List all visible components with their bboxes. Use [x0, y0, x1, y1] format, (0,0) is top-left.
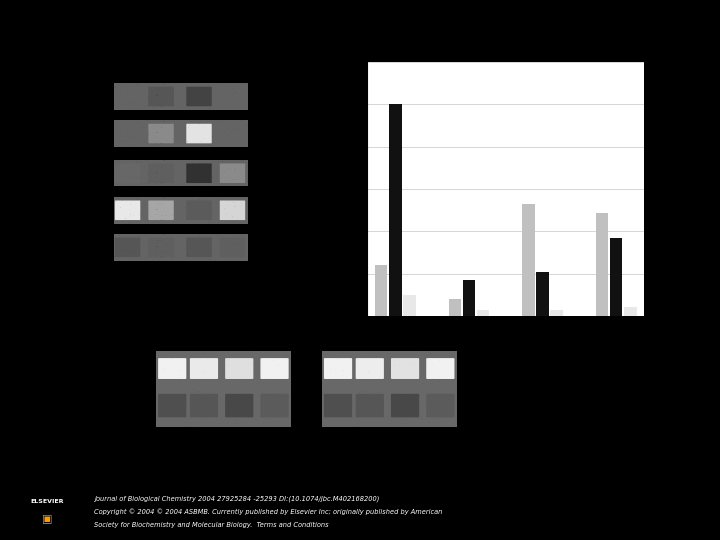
FancyBboxPatch shape [220, 164, 246, 183]
Bar [114, 120, 248, 147]
Text: T: T [202, 431, 207, 441]
FancyBboxPatch shape [158, 394, 186, 417]
Bar [114, 197, 248, 224]
FancyBboxPatch shape [356, 394, 384, 417]
FancyBboxPatch shape [426, 394, 454, 417]
FancyBboxPatch shape [261, 394, 289, 417]
Text: T: T [379, 321, 384, 330]
FancyBboxPatch shape [261, 358, 289, 379]
FancyBboxPatch shape [115, 200, 140, 220]
Text: -CHX: -CHX [208, 451, 239, 461]
Text: C.: C. [116, 314, 131, 328]
Text: Journal of Biological Chemistry 2004 27925284 -25293 DI:(10.1074/jbc.M402168200): Journal of Biological Chemistry 2004 279… [94, 496, 379, 502]
Text: R: R [627, 321, 634, 330]
Text: Society for Biochemistry and Molecular Biology.  Terms and Conditions: Society for Biochemistry and Molecular B… [94, 522, 328, 528]
Text: A.: A. [90, 43, 106, 57]
FancyBboxPatch shape [148, 238, 174, 257]
Text: C: C [169, 431, 176, 441]
Text: ELSEVIER: ELSEVIER [30, 499, 64, 504]
Text: +CHX: +CHX [372, 451, 407, 461]
Text: C: C [335, 431, 341, 441]
FancyBboxPatch shape [190, 358, 218, 379]
FancyBboxPatch shape [426, 358, 454, 379]
FancyBboxPatch shape [186, 238, 212, 257]
Text: TR: TR [537, 321, 548, 330]
FancyBboxPatch shape [356, 358, 384, 379]
Bar [536, 272, 549, 316]
Bar [477, 310, 490, 316]
Bar [156, 350, 291, 428]
Text: R: R [554, 321, 559, 330]
Text: PAI-2: PAI-2 [255, 168, 283, 178]
FancyBboxPatch shape [225, 358, 253, 379]
FancyBboxPatch shape [148, 124, 174, 143]
FancyBboxPatch shape [391, 358, 419, 379]
Text: TR: TR [611, 321, 621, 330]
FancyBboxPatch shape [186, 200, 212, 220]
Text: PAI-2: PAI-2 [454, 328, 484, 339]
Bar [375, 265, 387, 316]
FancyBboxPatch shape [186, 164, 212, 183]
Text: TR: TR [233, 431, 245, 441]
Bar [449, 299, 461, 316]
Bar [390, 104, 402, 316]
Bar [114, 160, 248, 186]
FancyBboxPatch shape [225, 394, 253, 417]
Text: MMP-1: MMP-1 [376, 328, 415, 339]
FancyBboxPatch shape [148, 87, 174, 106]
FancyBboxPatch shape [190, 394, 218, 417]
Text: GAPDH: GAPDH [255, 242, 294, 252]
FancyBboxPatch shape [115, 164, 140, 183]
Text: TR: TR [400, 431, 411, 441]
FancyBboxPatch shape [324, 358, 352, 379]
FancyBboxPatch shape [391, 394, 419, 417]
Text: GAPDH  (1.3 kB): GAPDH (1.3 kB) [469, 399, 564, 409]
FancyBboxPatch shape [324, 394, 352, 417]
Y-axis label: fold of control: fold of control [331, 153, 341, 225]
Bar [596, 213, 608, 316]
FancyBboxPatch shape [158, 358, 186, 379]
Text: R: R [271, 431, 278, 441]
Bar [551, 310, 563, 316]
Text: CYP1A1: CYP1A1 [255, 129, 297, 139]
Bar [403, 295, 415, 316]
Text: R: R [407, 321, 413, 330]
Text: B.: B. [334, 38, 350, 52]
Text: CYP1A1: CYP1A1 [520, 328, 565, 339]
Bar [610, 238, 622, 316]
Text: R: R [229, 279, 236, 289]
Bar [522, 204, 535, 316]
Text: CYP1B1: CYP1B1 [255, 91, 297, 102]
FancyBboxPatch shape [220, 200, 246, 220]
Text: TR: TR [464, 321, 474, 330]
Text: Fig. 1: Fig. 1 [341, 19, 379, 33]
Text: TR: TR [193, 279, 205, 289]
Bar [114, 83, 248, 110]
Bar [624, 307, 636, 316]
Text: T: T [452, 321, 457, 330]
Text: MMP-1: MMP-1 [255, 205, 292, 215]
Text: Copyright © 2004 © 2004 ASBMB. Currently published by Elsevier Inc; originally p: Copyright © 2004 © 2004 ASBMB. Currently… [94, 509, 442, 515]
Text: T: T [600, 321, 605, 330]
Text: CYP1B1: CYP1B1 [594, 328, 639, 339]
Text: C: C [125, 279, 131, 289]
FancyBboxPatch shape [148, 200, 174, 220]
Text: MMP-1 (1.7 kB): MMP-1 (1.7 kB) [469, 359, 559, 369]
Text: T: T [526, 321, 531, 330]
FancyBboxPatch shape [186, 87, 212, 106]
Text: R: R [480, 321, 486, 330]
Bar [114, 234, 248, 261]
Text: R: R [437, 431, 444, 441]
FancyBboxPatch shape [148, 164, 174, 183]
Text: ▣: ▣ [42, 514, 53, 524]
Bar [463, 280, 475, 316]
FancyBboxPatch shape [186, 124, 212, 143]
FancyBboxPatch shape [220, 238, 246, 257]
Bar [322, 350, 456, 428]
FancyBboxPatch shape [115, 238, 140, 257]
Text: T: T [158, 279, 164, 289]
Text: T: T [367, 431, 372, 441]
Text: TR: TR [390, 321, 401, 330]
